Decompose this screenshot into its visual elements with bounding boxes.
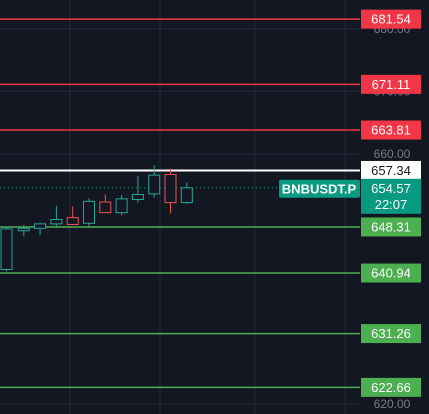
candle-up[interactable] <box>131 175 144 203</box>
candle-body <box>99 201 112 214</box>
candle-body <box>115 198 128 214</box>
candle-down[interactable] <box>66 206 79 226</box>
candle-body <box>180 187 193 204</box>
candle-up[interactable] <box>115 195 128 216</box>
candle-down[interactable] <box>99 194 112 214</box>
candle-body <box>148 174 161 195</box>
level-label: 640.94 <box>371 266 411 281</box>
candle-up[interactable] <box>83 198 95 227</box>
candle-body <box>164 173 177 204</box>
level-label: 657.34 <box>371 163 411 178</box>
vertical-gridlines <box>69 0 346 414</box>
candle-countdown: 22:07 <box>375 197 408 212</box>
level-label: 622.66 <box>371 380 411 395</box>
candle-body <box>17 227 30 232</box>
current-price-tag: BNBUSDT.P 654.57 22:07 <box>279 178 421 214</box>
level-label: 681.54 <box>371 12 411 27</box>
level-label: 663.81 <box>371 123 411 138</box>
price-levels[interactable]: 681.54 671.11 663.81 657.34 648.31 640.94 631.… <box>0 9 421 397</box>
level-tag-631.26[interactable] <box>361 324 421 344</box>
candlesticks[interactable] <box>0 165 193 272</box>
current-price-value: 654.57 <box>371 181 411 196</box>
level-tag-663.81[interactable] <box>361 120 421 140</box>
candle-body <box>131 193 144 200</box>
level-tag-622.66[interactable] <box>361 377 421 397</box>
candle-down[interactable] <box>164 168 177 214</box>
candle-body <box>50 219 63 225</box>
candle-up[interactable] <box>34 222 47 236</box>
level-label: 631.26 <box>371 326 411 341</box>
level-label: 671.11 <box>372 77 411 92</box>
level-tag-640.94[interactable] <box>361 263 421 283</box>
symbol-label: BNBUSDT.P <box>282 181 357 196</box>
candle-up[interactable] <box>180 182 193 204</box>
candle-up[interactable] <box>17 225 30 237</box>
y-tick-label: 660.00 <box>374 147 411 161</box>
candle-body <box>0 228 13 271</box>
y-tick-label: 620.00 <box>374 397 411 411</box>
horizontal-gridlines <box>0 28 360 405</box>
candle-up[interactable] <box>50 205 63 228</box>
level-tag-648.31[interactable] <box>361 217 421 237</box>
candle-body <box>83 200 95 224</box>
level-tag-657.34[interactable] <box>361 160 421 180</box>
level-label: 648.31 <box>371 219 411 234</box>
candle-body <box>66 217 79 226</box>
current-price-background <box>361 178 421 214</box>
candle-up[interactable] <box>0 226 13 272</box>
level-tag-681.54[interactable] <box>361 9 421 29</box>
symbol-label-background <box>279 179 360 198</box>
level-tag-671.11[interactable] <box>361 74 421 94</box>
candle-up[interactable] <box>148 165 161 198</box>
candle-body <box>34 223 47 229</box>
